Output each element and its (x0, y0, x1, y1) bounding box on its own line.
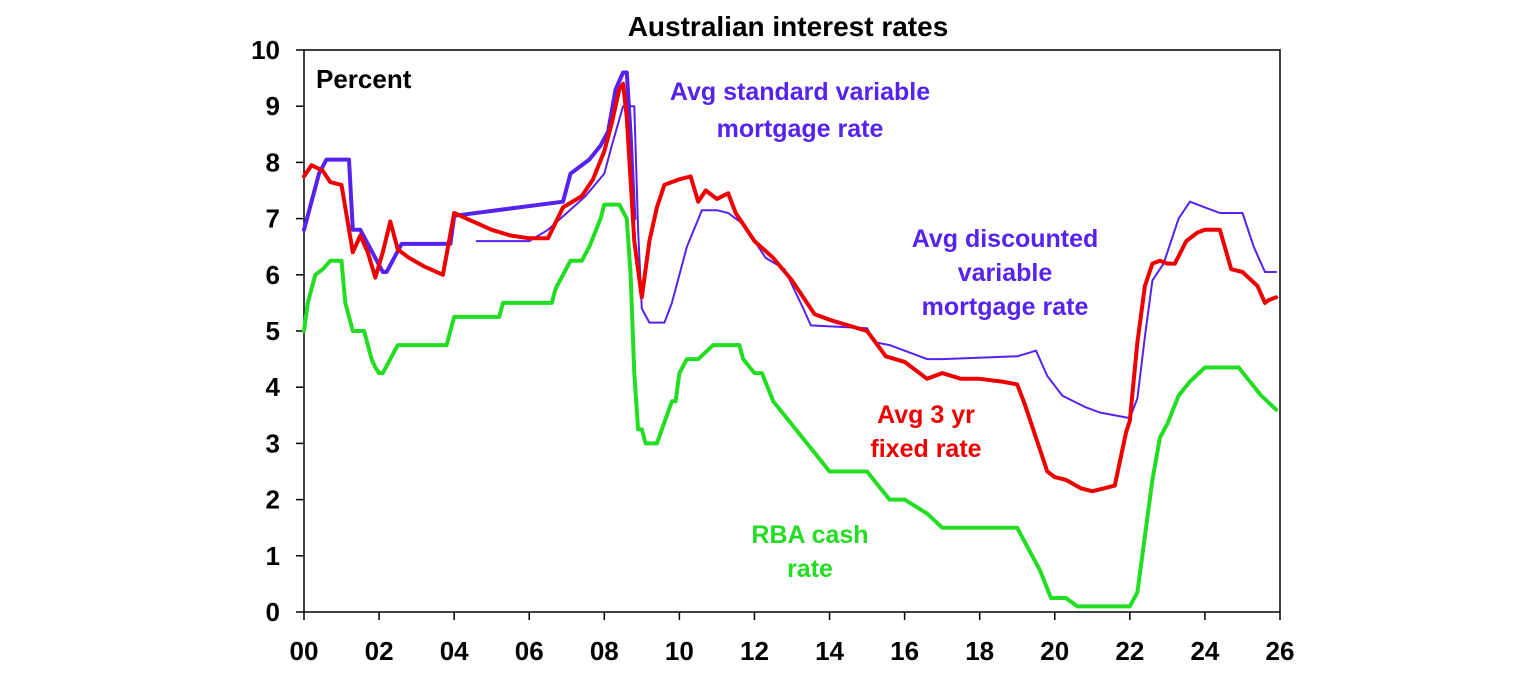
y-axis: 0 1 2 3 4 5 6 7 8 9 10 (251, 35, 304, 627)
annotation-line: fixed rate (870, 435, 981, 463)
x-tick-label: 18 (965, 636, 994, 666)
series-line (302, 81, 1279, 494)
y-tick-label: 6 (266, 260, 280, 290)
x-tick-label: 14 (815, 636, 844, 666)
chart-title: Australian interest rates (628, 11, 949, 42)
series-line (302, 202, 1279, 609)
annotation-line: Avg 3 yr (877, 401, 975, 429)
annotation-line: RBA cash (751, 521, 868, 549)
x-tick-label: 04 (440, 636, 469, 666)
x-tick-label: 08 (590, 636, 619, 666)
y-tick-label: 5 (266, 316, 280, 346)
y-tick-label: 1 (266, 541, 280, 571)
series-line (302, 70, 637, 274)
series-layer (302, 70, 1279, 609)
x-tick-label: 16 (890, 636, 919, 666)
y-tick-label: 9 (266, 91, 280, 121)
y-tick-label: 8 (266, 147, 280, 177)
x-tick-label: 26 (1266, 636, 1295, 666)
y-tick-label: 0 (266, 597, 280, 627)
series-annotation: Avg 3 yr fixed rate (870, 401, 981, 463)
y-tick-label: 2 (266, 485, 280, 515)
x-axis: 00 02 04 06 08 10 12 14 16 18 20 22 24 26 (290, 612, 1295, 666)
x-tick-label: 00 (290, 636, 319, 666)
y-tick-label: 4 (266, 372, 281, 402)
x-tick-label: 10 (665, 636, 694, 666)
x-tick-label: 24 (1190, 636, 1219, 666)
y-tick-label: 3 (266, 428, 280, 458)
annotation-line: rate (787, 555, 833, 583)
y-tick-label: 7 (266, 204, 280, 234)
x-tick-label: 06 (515, 636, 544, 666)
series-annotation: RBA cash rate (751, 521, 868, 583)
annotation-line: variable (958, 259, 1053, 287)
x-tick-label: 02 (365, 636, 394, 666)
annotation-line: Avg standard variable (670, 78, 930, 106)
x-tick-label: 12 (740, 636, 769, 666)
annotation-line: mortgage rate (717, 115, 884, 143)
x-tick-label: 22 (1115, 636, 1144, 666)
series-annotation: Avg standard variable mortgage rate (670, 78, 930, 143)
annotation-line: mortgage rate (922, 293, 1089, 321)
y-tick-label: 10 (251, 35, 280, 65)
series-annotation: Avg discounted variable mortgage rate (912, 225, 1099, 321)
unit-label: Percent (316, 64, 412, 94)
annotation-line: Avg discounted (912, 225, 1099, 253)
x-tick-label: 20 (1040, 636, 1069, 666)
